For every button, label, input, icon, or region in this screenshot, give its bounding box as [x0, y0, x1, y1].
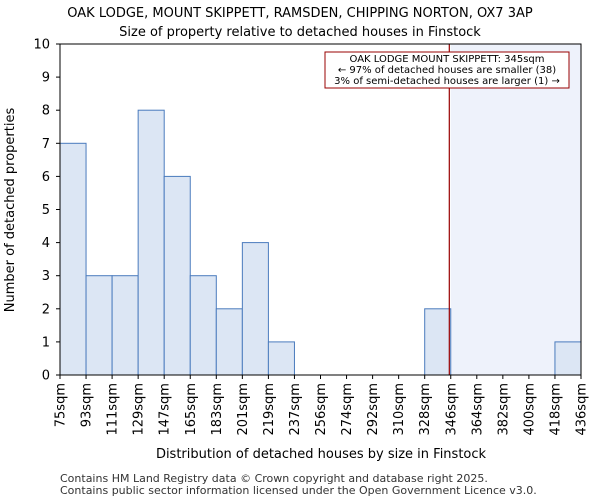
x-tick-label: 111sqm — [106, 383, 121, 436]
bar — [163, 175, 191, 376]
x-tick-label: 256sqm — [314, 383, 329, 436]
plot-area: OAK LODGE MOUNT SKIPPETT: 345sqm ← 97% o… — [33, 38, 589, 436]
chart-subtitle: Size of property relative to detached ho… — [119, 25, 481, 40]
x-tick-label: 75sqm — [54, 383, 69, 427]
bar — [241, 242, 269, 376]
highlight-region — [450, 44, 581, 375]
y-tick-label: 6 — [42, 170, 50, 185]
x-tick-label: 183sqm — [210, 383, 225, 436]
y-axis-label: Number of detached properties — [3, 108, 18, 313]
x-tick-label: 93sqm — [80, 383, 95, 427]
x-axis-label: Distribution of detached houses by size … — [156, 447, 487, 462]
y-tick-label: 0 — [42, 369, 50, 384]
bar — [267, 341, 295, 376]
bar — [215, 308, 243, 376]
y-tick-label: 4 — [42, 236, 50, 251]
y-tick-label: 9 — [42, 71, 50, 86]
footer-line-1: Contains HM Land Registry data © Crown c… — [60, 472, 488, 485]
annotation-line-2: ← 97% of detached houses are smaller (38… — [338, 65, 556, 76]
y-tick-label: 10 — [33, 38, 50, 53]
bar — [137, 109, 165, 376]
x-axis-ticks: 75sqm 93sqm 111sqm 129sqm 147sqm 165sqm 183sqm… — [54, 375, 590, 436]
bar — [59, 142, 87, 376]
bar — [424, 308, 452, 376]
x-tick-label: 364sqm — [470, 383, 485, 436]
x-tick-label: 147sqm — [158, 383, 173, 436]
x-tick-label: 328sqm — [418, 383, 433, 436]
annotation-frame — [324, 51, 570, 89]
x-tick-label: 292sqm — [366, 383, 381, 436]
y-axis-ticks: 0 1 2 3 4 5 6 7 8 9 10 — [33, 38, 60, 384]
x-tick-label: 346sqm — [444, 383, 459, 436]
x-tick-label: 165sqm — [184, 383, 199, 436]
x-tick-label: 436sqm — [575, 383, 590, 436]
y-tick-label: 8 — [42, 104, 50, 119]
x-tick-label: 310sqm — [392, 383, 407, 436]
y-tick-label: 5 — [42, 203, 50, 218]
x-tick-label: 418sqm — [548, 383, 563, 436]
x-tick-label: 219sqm — [262, 383, 277, 436]
bar — [189, 275, 217, 376]
bars — [59, 109, 582, 376]
annotation-box: OAK LODGE MOUNT SKIPPETT: 345sqm ← 97% o… — [324, 51, 570, 89]
bar — [111, 275, 139, 376]
x-tick-label: 129sqm — [132, 383, 147, 436]
y-tick-label: 1 — [42, 335, 50, 350]
y-tick-label: 2 — [42, 302, 50, 317]
y-tick-label: 3 — [42, 269, 50, 284]
chart-title: OAK LODGE, MOUNT SKIPPETT, RAMSDEN, CHIP… — [67, 6, 533, 21]
footer-line-2: Contains public sector information licen… — [60, 484, 537, 497]
y-tick-label: 7 — [42, 137, 50, 152]
x-tick-label: 382sqm — [496, 383, 511, 436]
x-tick-label: 274sqm — [340, 383, 355, 436]
x-tick-label: 201sqm — [236, 383, 251, 436]
x-tick-label: 237sqm — [288, 383, 303, 436]
bar — [554, 341, 582, 376]
annotation-line-1: OAK LODGE MOUNT SKIPPETT: 345sqm — [350, 54, 545, 65]
bar — [85, 275, 113, 376]
x-tick-label: 400sqm — [522, 383, 537, 436]
annotation-line-3: 3% of semi-detached houses are larger (1… — [334, 76, 560, 87]
